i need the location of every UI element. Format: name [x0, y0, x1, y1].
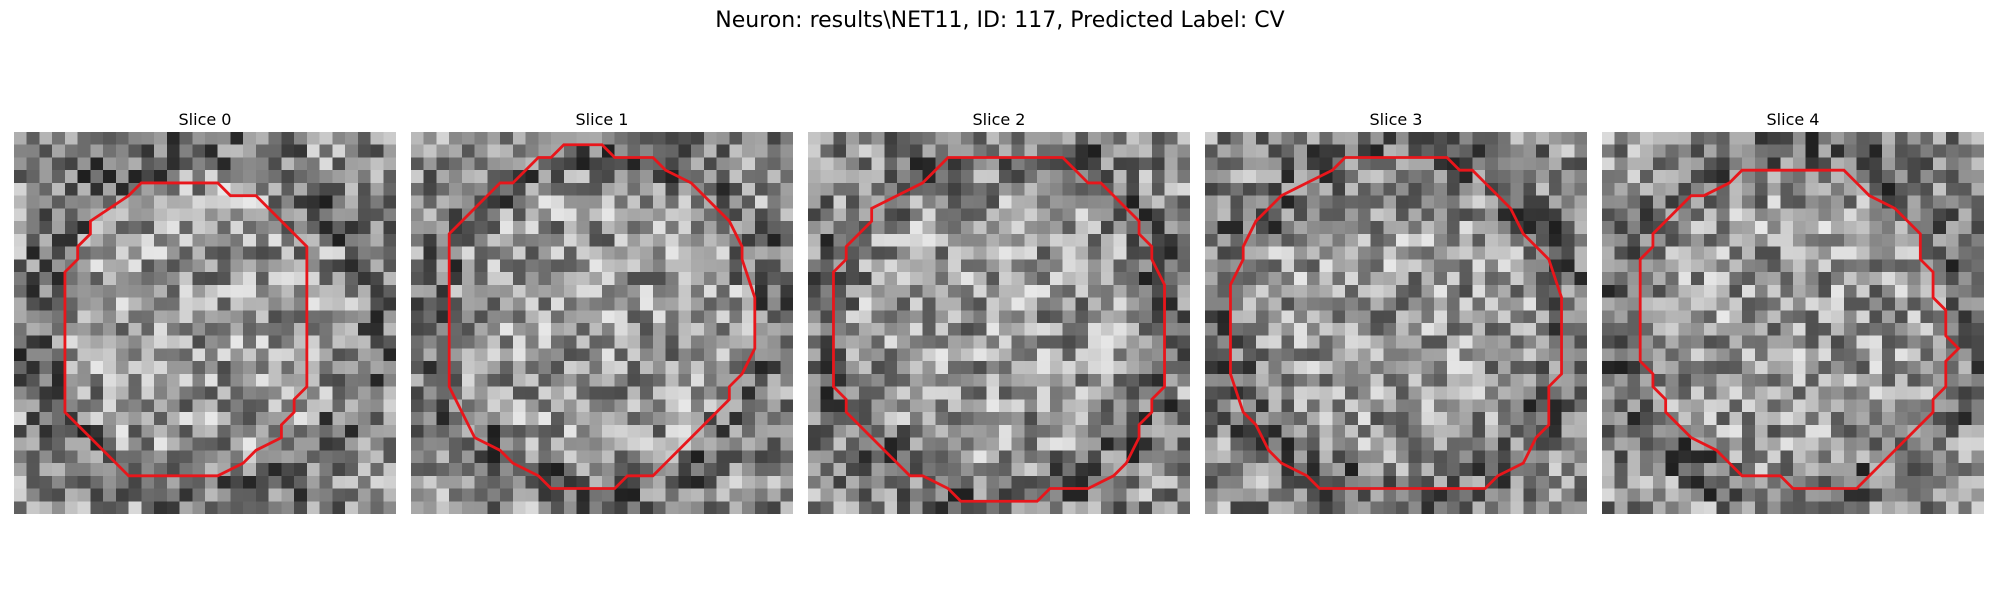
- segmentation-contour: [1229, 156, 1563, 490]
- slice-panel-4: Slice 4: [1602, 108, 1984, 514]
- segmentation-contour: [1638, 168, 1961, 490]
- slice-title: Slice 0: [178, 110, 232, 129]
- slice-title: Slice 2: [972, 110, 1026, 129]
- slice-image: [1602, 132, 1984, 514]
- segmentation-contour: [447, 143, 757, 490]
- slice-title: Slice 4: [1766, 110, 1820, 129]
- slice-image: [1205, 132, 1587, 514]
- slice-title: Slice 1: [575, 110, 629, 129]
- slice-image: [808, 132, 1190, 514]
- slice-panel-2: Slice 2: [808, 108, 1190, 514]
- slice-panel-1: Slice 1: [411, 108, 793, 514]
- figure-title: Neuron: results\NET11, ID: 117, Predicte…: [715, 8, 1285, 33]
- slice-title: Slice 3: [1369, 110, 1423, 129]
- slice-panel-3: Slice 3: [1205, 108, 1587, 514]
- segmentation-contour: [832, 156, 1166, 503]
- slice-image: [411, 132, 793, 514]
- slice-panel-0: Slice 0: [14, 108, 396, 514]
- slice-image: [14, 132, 396, 514]
- segmentation-contour: [63, 181, 309, 478]
